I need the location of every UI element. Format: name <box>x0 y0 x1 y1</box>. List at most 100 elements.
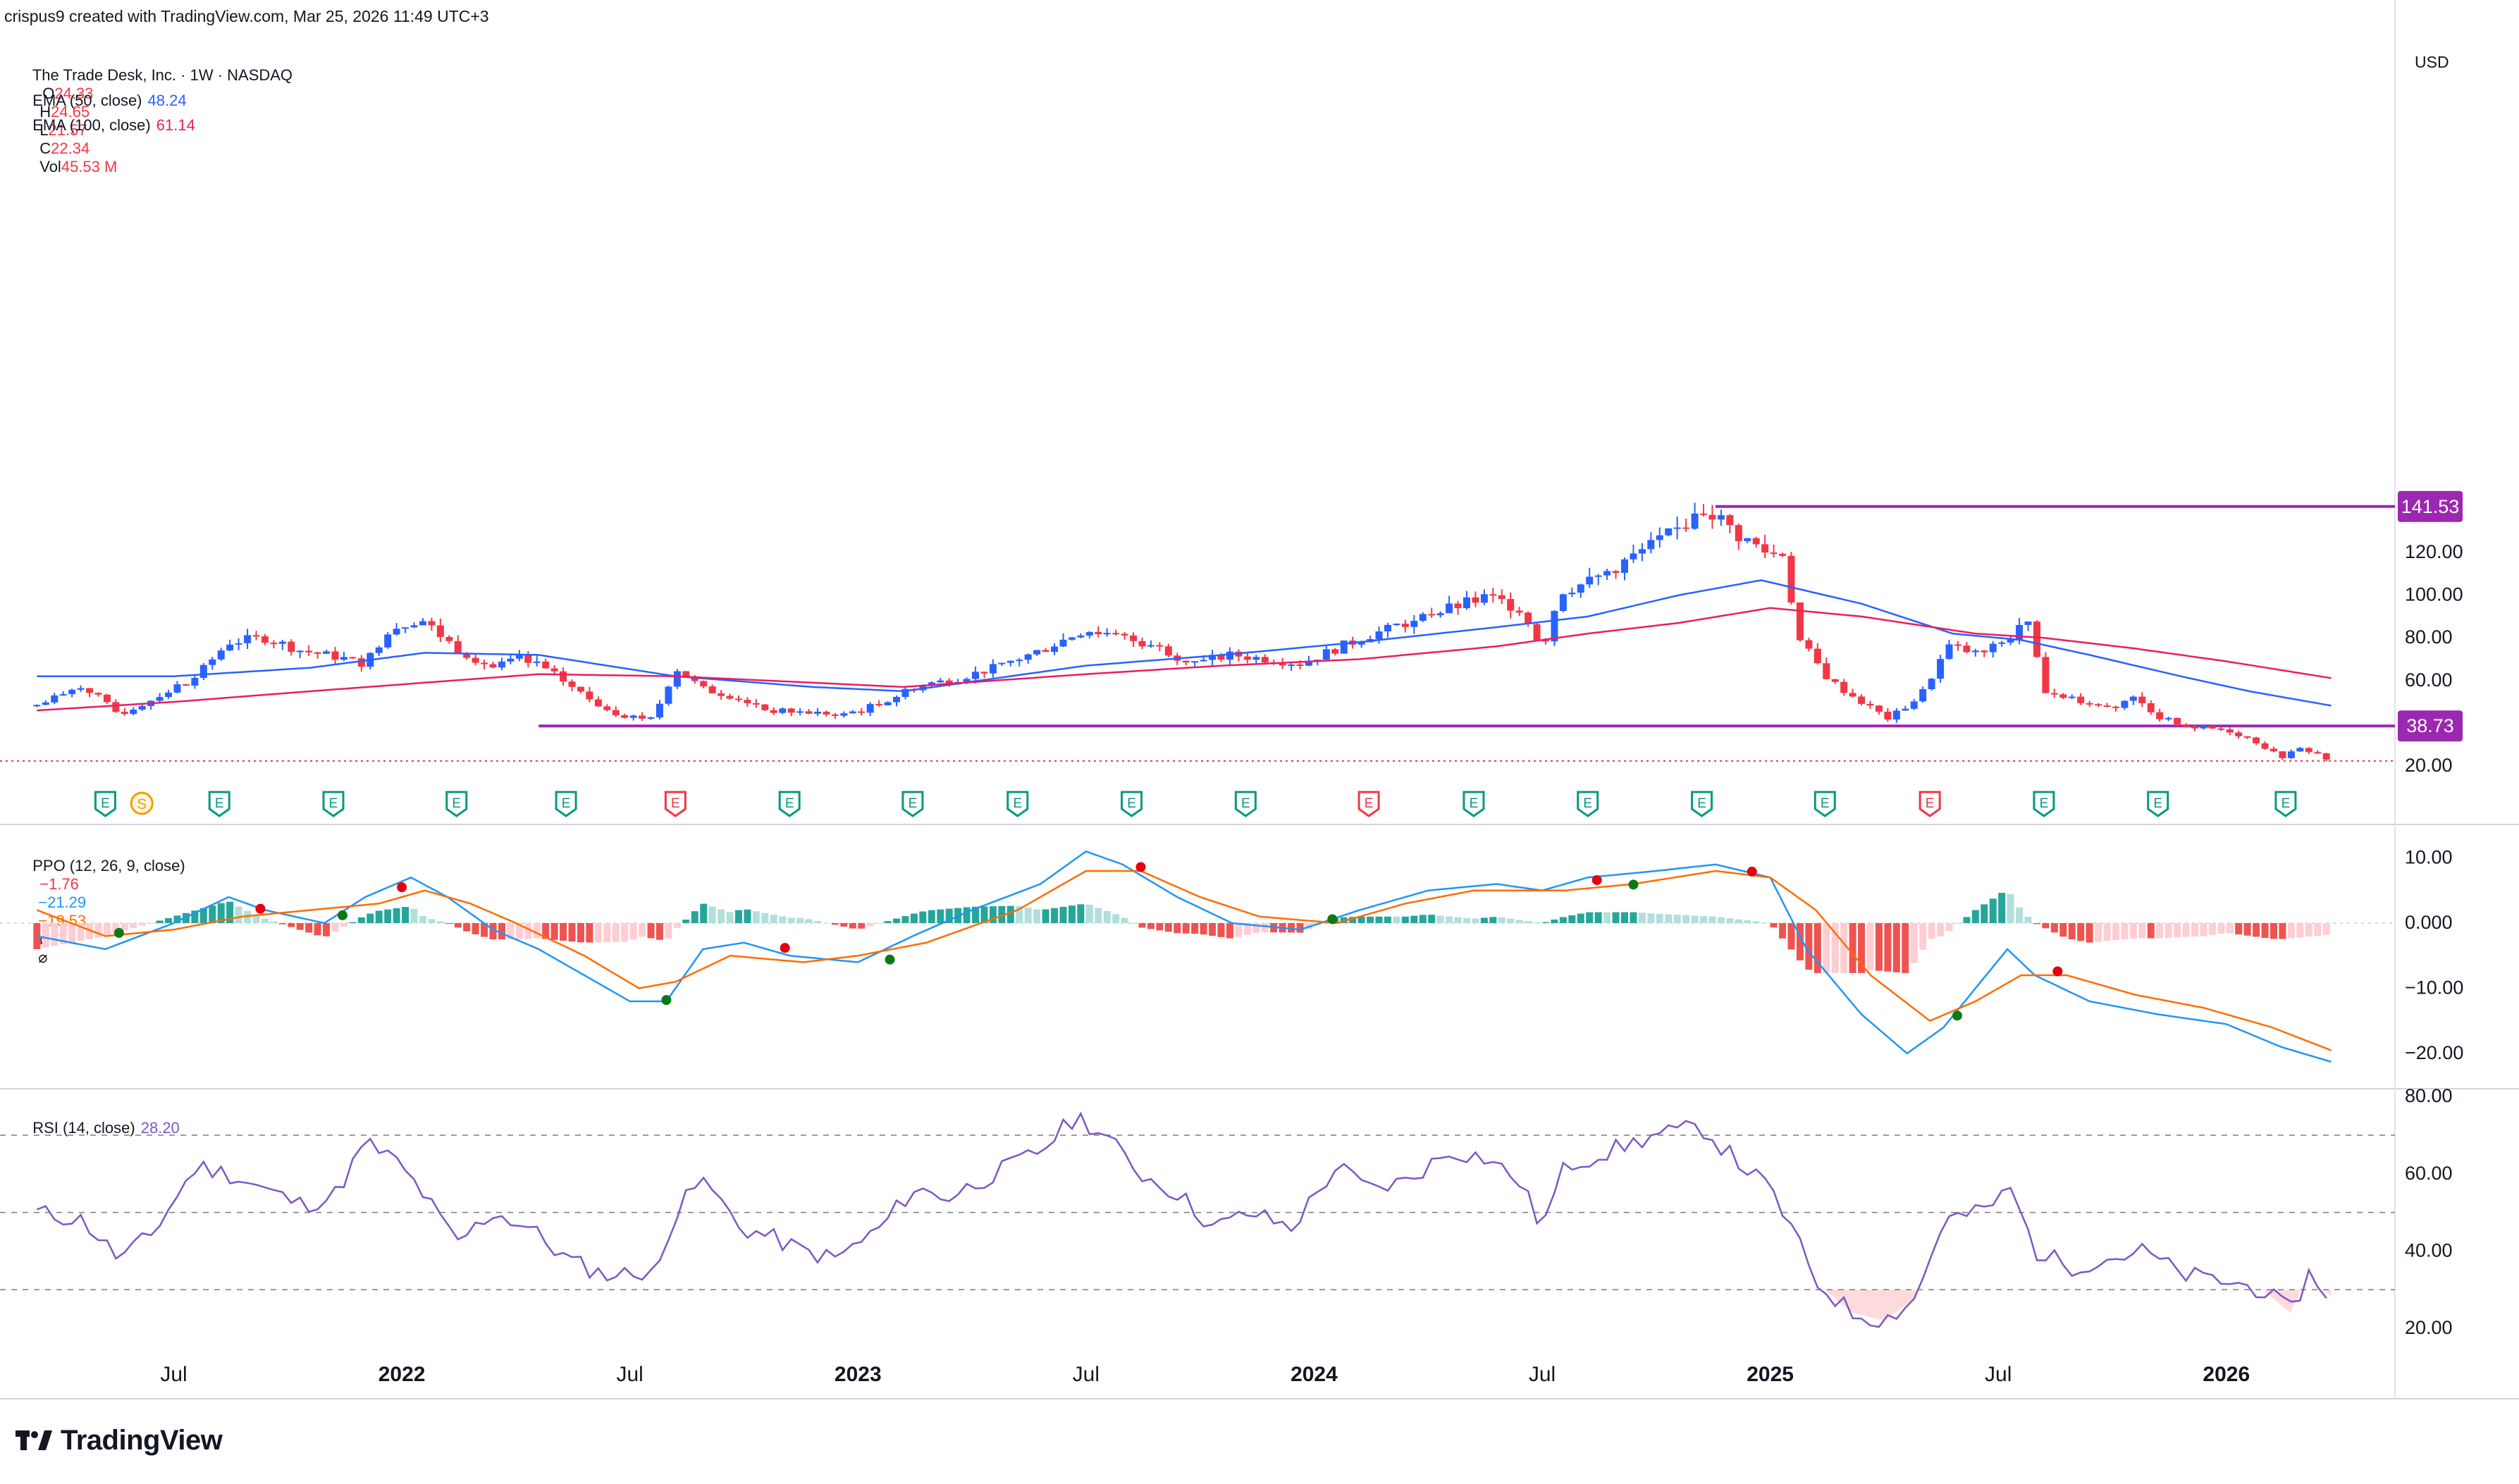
legend-symbol[interactable]: The Trade Desk, Inc. · 1W · NASDAQ <box>32 66 293 84</box>
candle-body <box>717 693 725 696</box>
candle-body <box>1288 664 1295 666</box>
earnings-marker-label: E <box>2281 796 2291 811</box>
candle-body <box>884 702 892 705</box>
earnings-marker-label: E <box>1241 796 1250 811</box>
ppo-histogram-bar <box>1892 923 1900 972</box>
candle-body <box>2164 717 2172 719</box>
candle-body <box>1682 527 1690 529</box>
ppo-histogram-bar <box>1191 923 1199 934</box>
candle-body <box>42 702 49 705</box>
candle-body <box>840 713 848 716</box>
candle-body <box>2138 696 2146 704</box>
ppo-histogram-bar <box>2112 923 2119 941</box>
candle-body <box>1410 621 1418 627</box>
candle-body <box>1525 612 1532 624</box>
candle-body <box>357 658 365 667</box>
candle-body <box>103 694 111 703</box>
currency-label[interactable]: USD <box>2415 53 2449 71</box>
legend-open-label: O <box>42 85 55 102</box>
ppo-histogram-bar <box>1551 920 1558 923</box>
ppo-signal-line <box>36 870 2332 1051</box>
ppo-histogram-bar <box>665 923 672 939</box>
chart-canvas[interactable]: 141.53 38.73 E S E E E E E E E E E E E E E E E E E E E 20.00 6… <box>0 0 2519 1409</box>
ppo-histogram-bar <box>1217 923 1225 937</box>
candle-body <box>1042 650 1049 653</box>
ppo-histogram-bar <box>1164 923 1172 932</box>
rsi-oversold-fill <box>1825 1290 1918 1321</box>
candle-body <box>1813 648 1821 664</box>
ppo-histogram-bar <box>340 923 347 927</box>
legend-high: 24.65 <box>51 103 90 120</box>
time-tick-label: 2024 <box>1291 1363 1338 1386</box>
ppo-histogram-bar <box>1902 923 1909 973</box>
ppo-histogram-bar <box>1367 916 1374 923</box>
candle-body <box>1375 631 1383 639</box>
candle-body <box>2296 748 2304 752</box>
candle-body <box>94 693 102 695</box>
rsi-series <box>0 1111 2395 1328</box>
ppo-histogram-bar <box>1744 920 1751 923</box>
ppo-histogram-bar <box>270 921 278 923</box>
candle-body <box>2269 748 2277 752</box>
earnings-marker-label: E <box>452 796 461 811</box>
earnings-marker-label: E <box>329 796 338 811</box>
candle-body <box>814 712 822 714</box>
candle-body <box>1840 681 1848 693</box>
candle-body <box>708 686 716 693</box>
candle-body <box>235 643 242 645</box>
ppo-crossover-dot <box>255 903 266 914</box>
ema100-legend[interactable]: EMA (100, close) 61.14 <box>24 98 195 135</box>
ppo-histogram-bar <box>94 923 102 938</box>
candle-body <box>463 653 471 658</box>
earnings-marker-label: E <box>562 796 571 811</box>
candle-body <box>2147 703 2155 712</box>
time-tick-label: 2026 <box>2203 1363 2250 1386</box>
ppo-crossover-dot <box>1327 914 1338 925</box>
ppo-histogram-bar <box>1498 917 1505 923</box>
tradingview-footer[interactable]: TradingView <box>16 1425 223 1457</box>
ppo-histogram-bar <box>1401 916 1409 923</box>
ppo-histogram-bar <box>1559 917 1567 923</box>
ppo-histogram-bar <box>244 910 252 923</box>
candle-body <box>2174 717 2181 724</box>
ppo-crossover-dot <box>337 910 347 920</box>
candle-body <box>244 635 252 643</box>
candle-body <box>410 625 418 628</box>
candle-body <box>726 695 734 699</box>
candle-body <box>1594 575 1602 577</box>
ppo-histogram-bar <box>51 923 58 946</box>
candle-body <box>594 699 602 707</box>
ppo-histogram-bar <box>2086 923 2093 943</box>
candle-body <box>1182 660 1190 663</box>
ppo-histogram-bar <box>393 908 400 923</box>
candle-body <box>1902 708 1909 711</box>
earnings-marker <box>901 791 924 817</box>
ppo-histogram-bar <box>217 903 225 923</box>
ppo-histogram-bar <box>875 923 883 924</box>
candle-body <box>1542 640 1550 642</box>
ppo-histogram-bar <box>805 919 813 923</box>
earnings-marker-label: E <box>1583 796 1592 811</box>
candle-body <box>2217 728 2225 730</box>
earnings-marker <box>1121 791 1143 817</box>
candle-body <box>1866 703 1874 706</box>
candle-body <box>1647 540 1655 550</box>
rsi-legend[interactable]: RSI (14, close) 28.20 <box>24 1101 180 1137</box>
candle-body <box>928 682 935 686</box>
ppo-histogram-bar <box>463 923 471 932</box>
ema50-legend[interactable]: EMA (50, close) 48.24 <box>24 73 186 110</box>
candle-body <box>384 634 392 648</box>
ppo-histogram-bar <box>2103 923 2111 941</box>
candle-body <box>1357 642 1365 645</box>
candle-body <box>288 641 295 653</box>
candle-body <box>2182 724 2190 727</box>
candle-body <box>1989 643 1997 653</box>
candle-body <box>1717 515 1725 520</box>
ppo-histogram-bar <box>2129 923 2137 939</box>
level-price-tag <box>2398 710 2463 742</box>
ppo-histogram-bar <box>261 918 269 923</box>
candle-body <box>2191 726 2198 729</box>
candle-body <box>647 717 655 719</box>
ppo-histogram-bar <box>1586 912 1594 923</box>
